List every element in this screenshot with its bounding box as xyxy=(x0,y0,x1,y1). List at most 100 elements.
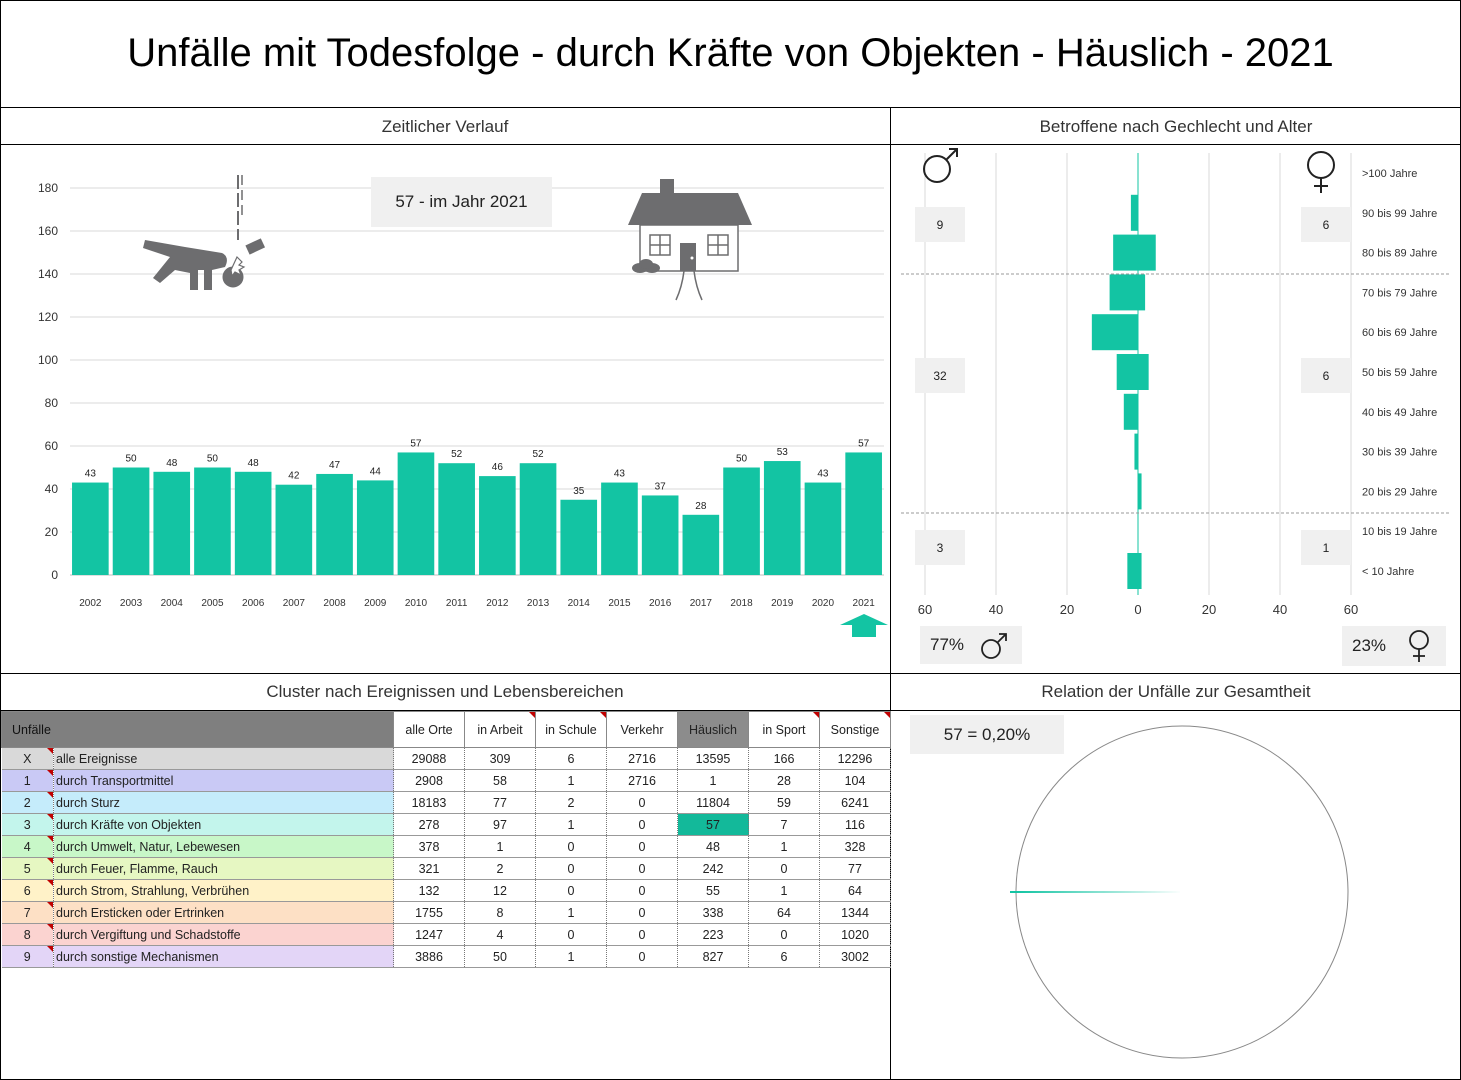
female-group-total: 6 xyxy=(1301,207,1351,242)
data-label: 50 xyxy=(125,454,137,465)
row-index: X xyxy=(1,747,54,770)
table-cell: 2908 xyxy=(393,769,465,792)
year-callout: 57 - im Jahr 2021 xyxy=(371,177,552,227)
section-title-timeline: Zeitlicher Verlauf xyxy=(381,117,509,136)
data-label: 35 xyxy=(573,486,585,497)
row-label: durch Kräfte von Objekten xyxy=(53,813,394,836)
table-row: 7 durch Ersticken oder Ertrinken 1755 8 1 0 33… xyxy=(1,901,891,924)
table-cell: 6 xyxy=(748,945,820,968)
bar-male xyxy=(1127,553,1138,589)
table-cell: 309 xyxy=(464,747,536,770)
bar xyxy=(234,471,272,575)
table-cell: 55 xyxy=(677,879,749,902)
table-cell: 48 xyxy=(677,835,749,858)
table-cell: 12296 xyxy=(819,747,891,770)
table-cell: 0 xyxy=(606,945,678,968)
data-label: 44 xyxy=(370,466,382,477)
row-label: durch Strom, Strahlung, Verbrühen xyxy=(53,879,394,902)
bar xyxy=(723,467,760,575)
table-cell: 1 xyxy=(535,945,607,968)
y-tick-label: 20 xyxy=(45,525,59,539)
table-cell: 0 xyxy=(535,857,607,880)
table-cell: 827 xyxy=(677,945,749,968)
age-group-label: 90 bis 99 Jahre xyxy=(1362,208,1437,220)
table-row: 9 durch sonstige Mechanismen 3886 50 1 0 827 6 3… xyxy=(1,945,891,968)
row-label: durch Umwelt, Natur, Lebewesen xyxy=(53,835,394,858)
divider xyxy=(0,144,1461,145)
table-cell: 1 xyxy=(535,813,607,836)
col-header-in-sport: in Sport xyxy=(748,711,820,748)
bar xyxy=(763,461,801,575)
table-cell: 378 xyxy=(393,835,465,858)
bar-male xyxy=(1134,433,1138,470)
row-label: durch Sturz xyxy=(53,791,394,814)
row-label: durch Feuer, Flamme, Rauch xyxy=(53,857,394,880)
bar xyxy=(479,476,516,575)
col-header-haeuslich: Häuslich xyxy=(677,711,749,748)
table-cell: 223 xyxy=(677,923,749,946)
bar-male xyxy=(1091,314,1138,351)
x-tick-label: 2007 xyxy=(283,598,306,609)
table-cell: 0 xyxy=(535,923,607,946)
data-label: 47 xyxy=(329,460,341,471)
col-header-sonstige: Sonstige xyxy=(819,711,891,748)
data-label: 43 xyxy=(85,469,97,480)
male-share-value: 77% xyxy=(930,635,965,654)
data-label: 57 xyxy=(410,438,422,449)
table-cell: 2716 xyxy=(606,769,678,792)
table-row: 5 durch Feuer, Flamme, Rauch 321 2 0 0 242 0 77 xyxy=(1,857,891,880)
data-label: 48 xyxy=(166,458,178,469)
section-title-cluster: Cluster nach Ereignissen und Lebensberei… xyxy=(266,682,624,701)
bar xyxy=(194,467,231,575)
table-cell: 0 xyxy=(748,857,820,880)
bar xyxy=(519,463,557,575)
x-tick-label: 60 xyxy=(918,602,932,617)
table-cell: 321 xyxy=(393,857,465,880)
table-cell: 1020 xyxy=(819,923,891,946)
bar xyxy=(356,480,394,575)
table-cell: 1 xyxy=(535,769,607,792)
pie-slice-share xyxy=(1009,890,1182,894)
bar xyxy=(601,482,638,575)
age-group-label: 70 bis 79 Jahre xyxy=(1362,287,1437,299)
data-label: 48 xyxy=(248,458,260,469)
data-label: 52 xyxy=(451,449,463,460)
table-cell: 278 xyxy=(393,813,465,836)
table-cell: 166 xyxy=(748,747,820,770)
data-label: 52 xyxy=(532,449,544,460)
row-index: 4 xyxy=(1,835,54,858)
x-tick-label: 2011 xyxy=(446,598,468,609)
data-label: 53 xyxy=(777,447,789,458)
house-icon xyxy=(628,179,752,301)
row-label: durch Ersticken oder Ertrinken xyxy=(53,901,394,924)
table-cell: 12 xyxy=(464,879,536,902)
age-group-label: 30 bis 39 Jahre xyxy=(1362,447,1437,459)
bar-female xyxy=(1138,274,1146,311)
male-group-total: 9 xyxy=(915,207,965,242)
table-cell: 0 xyxy=(606,923,678,946)
table-cell: 242 xyxy=(677,857,749,880)
table-cell: 1 xyxy=(535,901,607,924)
age-group-label: 80 bis 89 Jahre xyxy=(1362,248,1437,260)
bar-male xyxy=(1116,354,1138,390)
row-label: durch Vergiftung und Schadstoffe xyxy=(53,923,394,946)
female-symbol-icon xyxy=(1307,151,1335,193)
age-group-label: 10 bis 19 Jahre xyxy=(1362,526,1437,538)
female-symbol-icon xyxy=(1409,630,1429,662)
x-tick-label: 2014 xyxy=(568,598,591,609)
row-index: 7 xyxy=(1,901,54,924)
row-index: 9 xyxy=(1,945,54,968)
x-tick-label: 40 xyxy=(1273,602,1287,617)
female-group-total: 6 xyxy=(1301,358,1351,393)
male-group-total: 3 xyxy=(915,530,965,565)
y-tick-label: 160 xyxy=(38,224,58,238)
section-title-pyramid: Betroffene nach Gechlecht und Alter xyxy=(1039,117,1313,136)
female-group-total: 1 xyxy=(1301,530,1351,565)
x-tick-label: 2006 xyxy=(242,598,265,609)
table-cell: 1 xyxy=(464,835,536,858)
bar xyxy=(153,471,191,575)
relation-pie-chart xyxy=(1009,725,1349,1059)
section-title-relation: Relation der Unfälle zur Gesamtheit xyxy=(1041,682,1311,701)
data-label: 43 xyxy=(614,469,626,480)
x-tick-label: 2010 xyxy=(405,598,428,609)
